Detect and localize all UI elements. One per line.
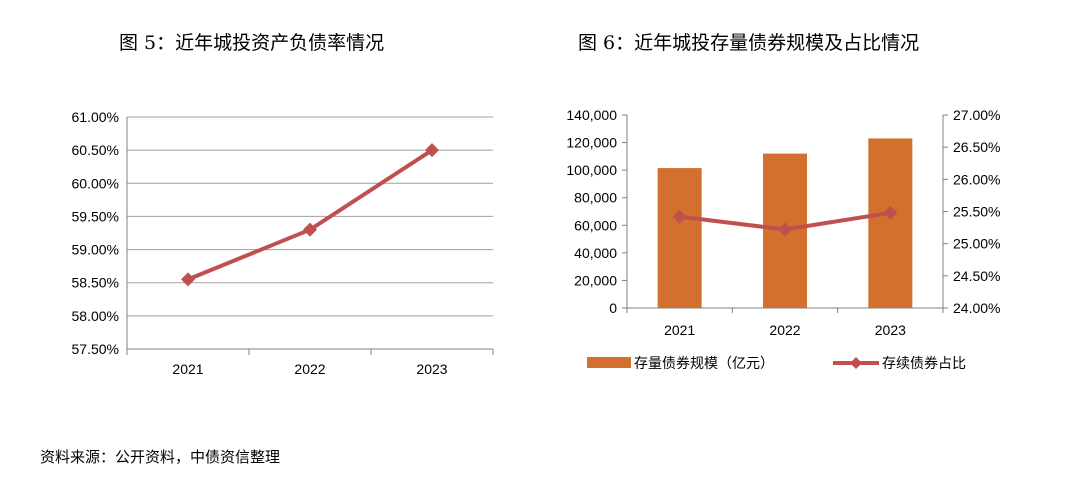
y-tick-label: 20,000	[574, 272, 617, 288]
y-tick-label: 120,000	[566, 135, 617, 151]
legend-label-line: 存续债券占比	[882, 355, 966, 372]
data-point	[672, 209, 687, 224]
y-tick-label: 59.00%	[72, 242, 119, 258]
y-tick-label: 58.00%	[72, 308, 119, 324]
y2-tick-label: 24.00%	[953, 300, 1000, 316]
y-tick-label: 60.50%	[72, 142, 119, 158]
data-point	[303, 222, 317, 237]
y2-tick-label: 24.50%	[953, 268, 1000, 284]
y-tick-label: 40,000	[574, 245, 617, 261]
y2-tick-label: 27.00%	[953, 107, 1000, 123]
source-note: 资料来源：公开资料，中债资信整理	[40, 448, 281, 466]
legend-swatch-bar	[587, 357, 631, 368]
y-tick-label: 60,000	[574, 217, 617, 233]
bar	[657, 168, 702, 308]
data-point	[778, 222, 792, 237]
y2-tick-label: 26.50%	[953, 139, 1000, 155]
x-tick-label: 2023	[875, 322, 906, 338]
bar	[868, 138, 913, 308]
y-tick-label: 59.50%	[72, 208, 119, 224]
y-tick-label: 57.50%	[72, 341, 119, 357]
data-point	[425, 143, 439, 158]
y-tick-label: 60.00%	[72, 175, 119, 191]
data-point	[883, 205, 898, 220]
x-tick-label: 2023	[416, 361, 447, 377]
x-tick-label: 2021	[664, 322, 695, 338]
x-tick-label: 2021	[172, 361, 203, 377]
y-tick-label: 100,000	[566, 162, 617, 178]
x-tick-label: 2022	[294, 361, 325, 377]
debt-ratio-line-chart: 57.50% 58.00% 58.50% 59.00% 59.50% 60.00% 60.5…	[72, 109, 494, 377]
chart-title-left: 图 5：近年城投资产负债率情况	[119, 32, 385, 54]
legend-label-bar: 存量债券规模（亿元）	[634, 356, 774, 372]
y2-tick-label: 26.00%	[953, 171, 1000, 187]
series-line-debt-ratio	[187, 148, 434, 282]
y-tick-label: 140,000	[566, 107, 617, 123]
data-point	[181, 272, 195, 287]
bond-scale-combo-chart: 0 20,000 40,000 60,000 80,000 100,000 120,000 1…	[566, 107, 1000, 372]
legend-marker	[850, 357, 862, 369]
y-tick-label: 61.00%	[72, 109, 119, 125]
x-tick-label: 2022	[769, 322, 800, 338]
y-tick-label: 0	[609, 300, 617, 316]
y-tick-label: 80,000	[574, 190, 617, 206]
chart-title-right: 图 6：近年城投存量债券规模及占比情况	[578, 32, 920, 54]
y-tick-label: 58.50%	[72, 275, 119, 291]
y2-tick-label: 25.00%	[953, 236, 1000, 252]
y2-tick-label: 25.50%	[953, 204, 1000, 220]
